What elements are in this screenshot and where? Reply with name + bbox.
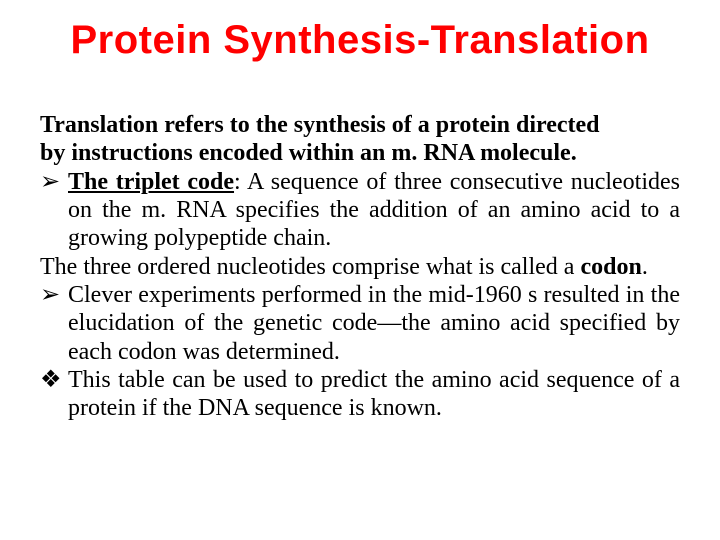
bullet-experiments: ➢Clever experiments performed in the mid… bbox=[40, 281, 680, 366]
bullet-table-note: ❖This table can be used to predict the a… bbox=[40, 366, 680, 423]
intro-line1: Translation refers to the synthesis of a… bbox=[40, 111, 680, 139]
slide: Protein Synthesis-Translation Translatio… bbox=[0, 0, 720, 540]
table-note-text: This table can be used to predict the am… bbox=[68, 367, 680, 421]
codon-paragraph: The three ordered nucleotides comprise w… bbox=[40, 253, 680, 281]
diamond-bullet-icon: ❖ bbox=[40, 366, 68, 394]
arrow-bullet-icon: ➢ bbox=[40, 281, 68, 309]
bullet-triplet-code: ➢The triplet code: A sequence of three c… bbox=[40, 168, 680, 253]
codon-pre: The three ordered nucleotides comprise w… bbox=[40, 254, 580, 280]
experiments-text: Clever experiments performed in the mid-… bbox=[68, 282, 680, 365]
codon-post: . bbox=[642, 254, 648, 280]
slide-title: Protein Synthesis-Translation bbox=[40, 18, 680, 63]
triplet-code-label: The triplet code bbox=[68, 169, 234, 195]
arrow-bullet-icon: ➢ bbox=[40, 168, 68, 196]
slide-body: Translation refers to the synthesis of a… bbox=[40, 111, 680, 422]
intro-line2: by instructions encoded within an m. RNA… bbox=[40, 139, 680, 167]
codon-bold: codon bbox=[580, 254, 641, 280]
